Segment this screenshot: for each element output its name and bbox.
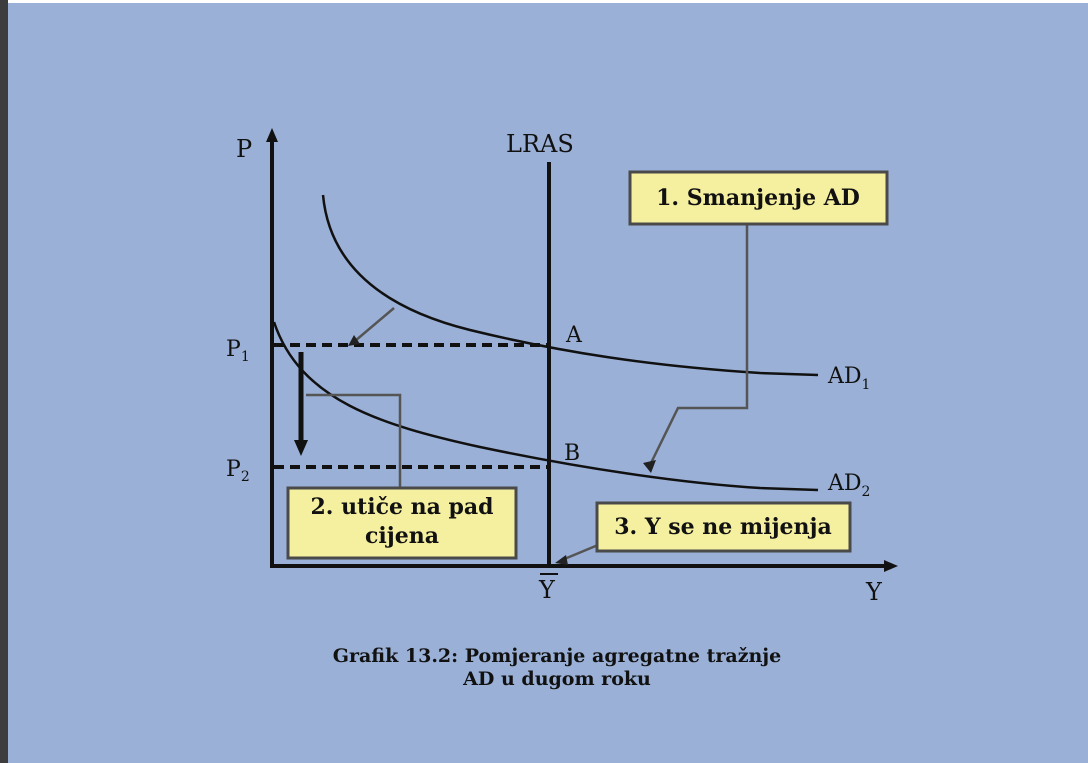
step2-text-line1: 2. utiče na pad — [310, 494, 493, 520]
caption-line1: Grafik 13.2: Pomjeranje agregatne tražnj… — [333, 645, 782, 667]
step3-text: 3. Y se ne mijenja — [614, 514, 832, 540]
output-axis-arrowhead — [884, 560, 898, 572]
potential-output-label: Y — [538, 576, 556, 604]
ad1-curve — [321, 194, 819, 377]
step1-text: 1. Smanjenje AD — [656, 185, 860, 211]
top-strip — [8, 0, 1088, 3]
lras-label: LRAS — [506, 130, 574, 158]
price-axis-label: P — [236, 135, 252, 163]
point-a-label: A — [565, 323, 583, 348]
step3-box — [595, 501, 852, 553]
step3-leader — [561, 543, 599, 562]
p2-label: P2 — [226, 457, 250, 485]
step3-leader-arrowhead — [555, 555, 568, 565]
step1-leader-arrowhead — [643, 460, 656, 473]
step1-leader — [648, 222, 749, 466]
ad1-pointer — [354, 307, 395, 342]
step2-box — [286, 486, 518, 560]
ad2-label: AD2 — [827, 471, 870, 500]
point-b-label: B — [564, 441, 580, 466]
ad2-curve — [272, 321, 819, 492]
step1-box — [628, 170, 889, 226]
ad1-label: AD1 — [827, 364, 870, 393]
p1-label: P1 — [226, 337, 250, 365]
caption-line2: AD u dugom roku — [462, 668, 651, 690]
step2-text-line2: cijena — [365, 523, 439, 549]
price-axis-arrowhead — [266, 128, 278, 142]
step2-leader — [306, 393, 402, 490]
left-border — [0, 0, 8, 763]
ad1-pointer-arrowhead — [348, 335, 360, 346]
price-fall-arrowhead — [294, 440, 308, 456]
output-axis-label: Y — [865, 578, 883, 606]
